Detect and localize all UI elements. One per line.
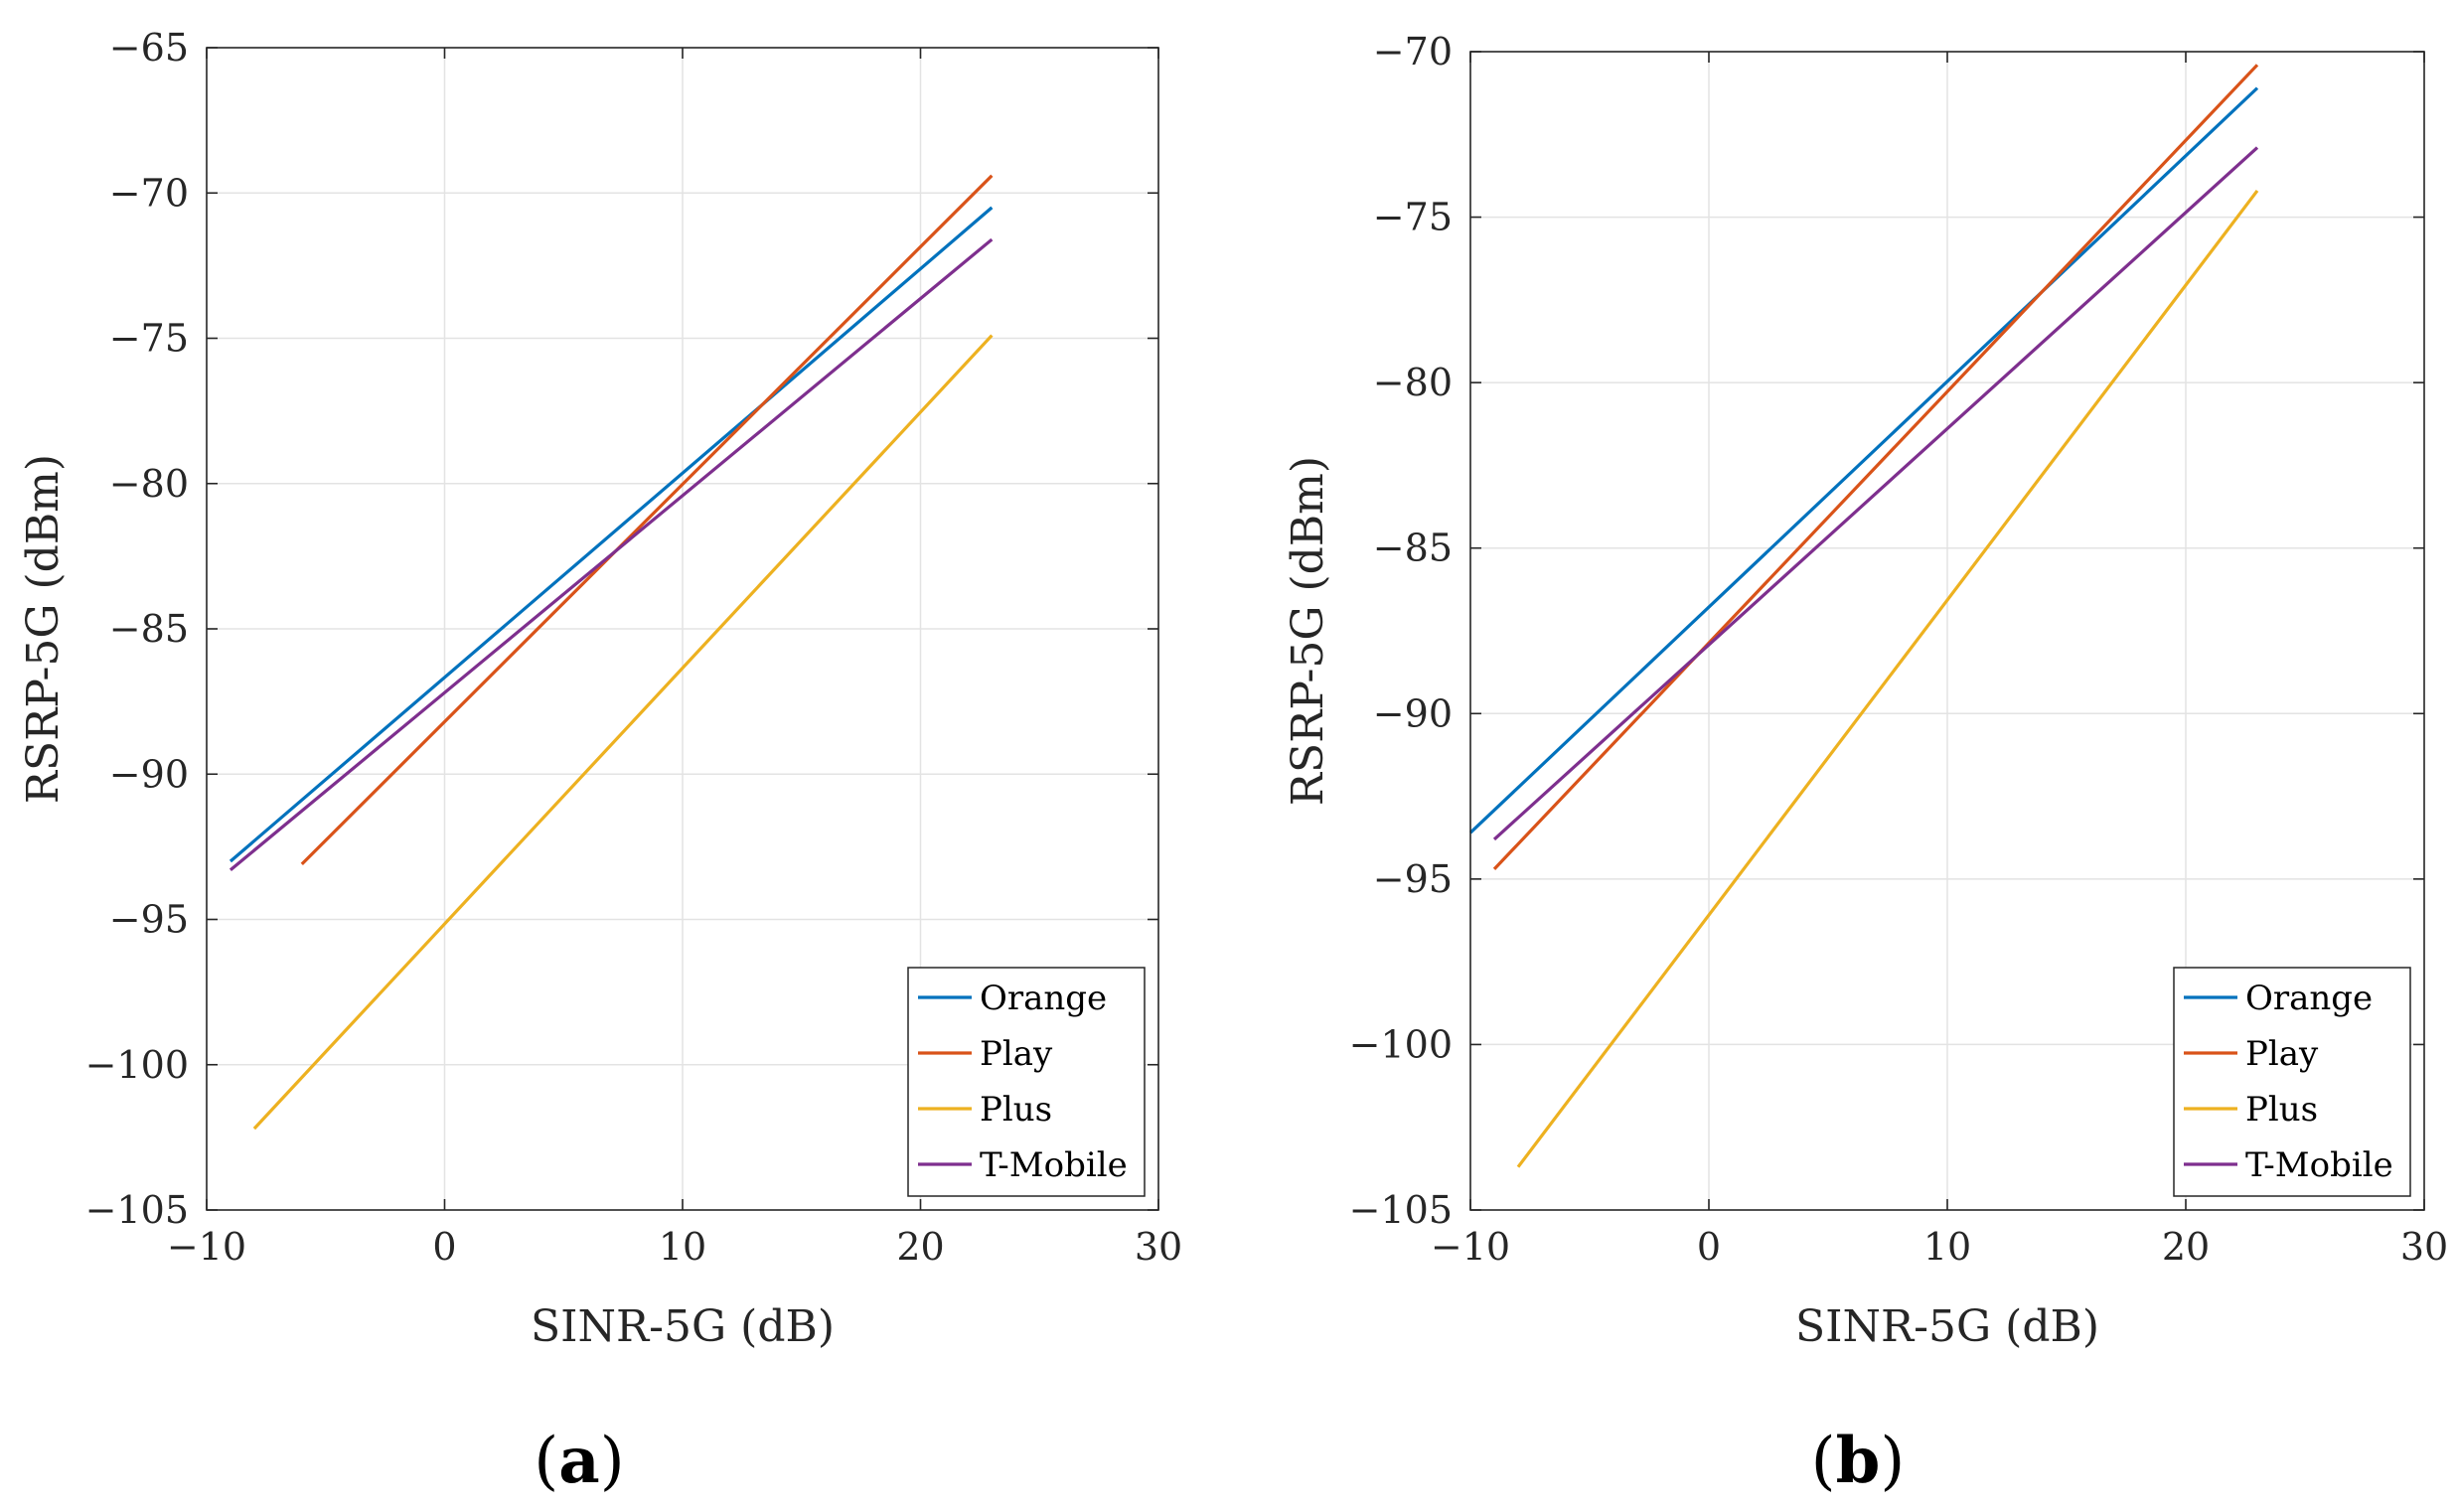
- y-tick-label: −75: [109, 317, 189, 361]
- x-tick-label: 30: [2400, 1225, 2448, 1269]
- series-line-play: [300, 174, 994, 866]
- x-tick-label: 10: [1923, 1225, 1971, 1269]
- chart-panel-a: −10 0 10 20 30−105−100−95−90−85−80−75−70−65S…: [18, 26, 1182, 1498]
- x-tick-label: −10: [1431, 1225, 1510, 1269]
- series-line-t-mobile: [229, 237, 994, 872]
- y-axis-label: RSRP-5G (dBm): [1283, 456, 1333, 806]
- x-axis-label: SINR-5G (dB): [531, 1301, 835, 1352]
- y-tick-label: −85: [109, 607, 189, 651]
- y-tick-label: −80: [109, 462, 189, 506]
- series-line-orange: [1468, 86, 2259, 834]
- x-tick-label: −10: [167, 1225, 246, 1269]
- chart-panel-b: −10 0 10 20 30−105−100−95−90−85−80−75−70SINR…: [1283, 30, 2448, 1498]
- legend-label-play: Play: [2245, 1034, 2319, 1074]
- series-line-orange: [229, 206, 994, 863]
- y-tick-label: −90: [1373, 691, 1453, 735]
- x-tick-label: 0: [1697, 1225, 1721, 1269]
- y-tick-label: −95: [109, 898, 189, 942]
- y-tick-label: −105: [1349, 1188, 1453, 1232]
- legend: Orange Play Plus T-Mobile: [2173, 967, 2411, 1197]
- y-tick-label: −70: [1373, 30, 1453, 74]
- legend-label-plus: Plus: [980, 1090, 1052, 1130]
- y-tick-label: −90: [109, 752, 189, 796]
- legend: Orange Play Plus T-Mobile: [907, 967, 1146, 1197]
- panel-label: (b): [1811, 1424, 1906, 1498]
- legend-label-plus: Plus: [2245, 1090, 2318, 1130]
- x-tick-label: 30: [1135, 1225, 1182, 1269]
- y-tick-label: −100: [1349, 1022, 1453, 1066]
- series-line-plus: [252, 334, 994, 1131]
- x-axis-label: SINR-5G (dB): [1795, 1301, 2099, 1352]
- legend-label-t-mobile: T-Mobile: [980, 1145, 1128, 1185]
- y-tick-label: −105: [85, 1188, 189, 1232]
- y-tick-label: −95: [1373, 857, 1453, 901]
- y-tick-label: −75: [1373, 196, 1453, 239]
- legend-box: [2173, 967, 2411, 1197]
- series-line-t-mobile: [1492, 146, 2259, 841]
- y-tick-label: −65: [109, 26, 189, 70]
- series-line-play: [1492, 64, 2259, 870]
- legend-label-orange: Orange: [2245, 979, 2373, 1018]
- legend-box: [907, 967, 1146, 1197]
- legend-label-t-mobile: T-Mobile: [2245, 1145, 2393, 1185]
- x-tick-label: 0: [432, 1225, 456, 1269]
- y-tick-label: −70: [109, 171, 189, 215]
- y-tick-label: −100: [85, 1043, 189, 1087]
- y-tick-label: −80: [1373, 361, 1453, 404]
- legend-label-orange: Orange: [980, 979, 1107, 1018]
- x-tick-label: 10: [659, 1225, 706, 1269]
- x-tick-label: 20: [2162, 1225, 2210, 1269]
- y-axis-label: RSRP-5G (dBm): [18, 454, 69, 804]
- legend-label-play: Play: [980, 1034, 1053, 1074]
- y-tick-label: −85: [1373, 527, 1453, 570]
- series-line-plus: [1516, 189, 2259, 1168]
- panel-label: (a): [534, 1424, 624, 1498]
- x-tick-label: 20: [896, 1225, 944, 1269]
